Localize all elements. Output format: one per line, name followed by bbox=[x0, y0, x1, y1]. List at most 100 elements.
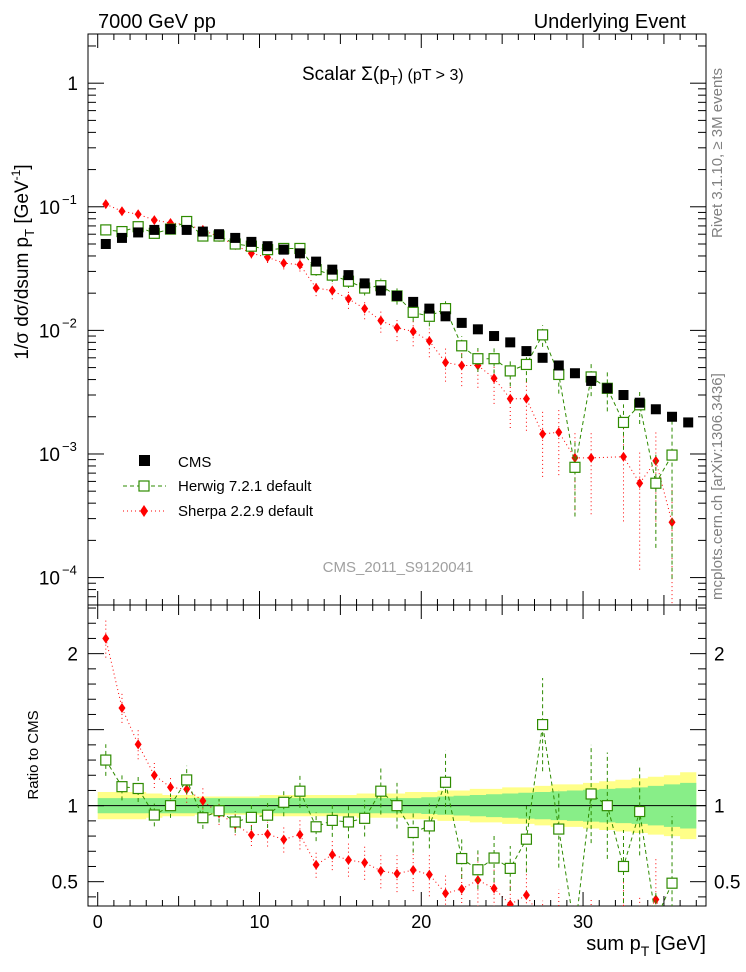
herwig-point-main-25 bbox=[504, 365, 516, 377]
herwig-point-main-34 bbox=[650, 477, 662, 489]
sherpa-point-main-3 bbox=[150, 215, 158, 226]
cms-point-31 bbox=[602, 383, 613, 394]
herwig-point-main-27 bbox=[537, 329, 549, 341]
herwig-point-ratio-1 bbox=[116, 781, 128, 793]
herwig-point-ratio-22 bbox=[456, 852, 468, 865]
herwig-point-ratio-35 bbox=[666, 877, 678, 889]
y-tick-label-main-4: 10 bbox=[39, 569, 60, 590]
herwig-point-main-22 bbox=[456, 340, 468, 352]
herwig-point-ratio-33 bbox=[634, 805, 646, 818]
sherpa-point-main-12 bbox=[296, 259, 304, 270]
sherpa-point-main-1 bbox=[118, 206, 126, 217]
y-tick-label-ratio-left-1: 1 bbox=[67, 797, 78, 818]
herwig-point-main-32 bbox=[617, 416, 630, 429]
y-tick-label-main-1: 10 bbox=[39, 198, 60, 219]
herwig-point-ratio-3 bbox=[148, 809, 160, 821]
y-tick-label-main-2: 10 bbox=[39, 321, 60, 342]
cms-point-7 bbox=[214, 229, 225, 240]
legend-label-cms: CMS bbox=[178, 454, 211, 471]
herwig-point-ratio-34 bbox=[651, 914, 661, 924]
sherpa-point-ratio-1 bbox=[118, 702, 126, 713]
cms-point-10 bbox=[262, 241, 273, 252]
y-tick-label-main-0: 1 bbox=[67, 74, 78, 95]
sherpa-point-main-13 bbox=[312, 283, 320, 294]
herwig-point-ratio-20 bbox=[423, 820, 435, 832]
herwig-point-ratio-18 bbox=[391, 800, 403, 812]
sherpa-point-main-15 bbox=[344, 293, 352, 304]
sherpa-point-ratio-27 bbox=[539, 916, 546, 926]
herwig-point-ratio-6 bbox=[197, 812, 209, 824]
herwig-point-ratio-31 bbox=[601, 800, 613, 812]
sherpa-point-ratio-5 bbox=[183, 784, 191, 795]
herwig-point-ratio-15 bbox=[342, 816, 355, 828]
y-tick-label-ratio-left-2: 2 bbox=[67, 645, 78, 666]
sherpa-point-ratio-12 bbox=[296, 829, 304, 840]
y-axis-label-main: 1/σ dσ/dsum p bbox=[12, 237, 33, 360]
herwig-point-ratio-13 bbox=[310, 821, 322, 833]
sherpa-point-main-30 bbox=[587, 452, 595, 463]
cms-point-23 bbox=[472, 324, 483, 335]
legend-label-herwig: Herwig 7.2.1 default bbox=[178, 478, 312, 495]
cms-point-24 bbox=[489, 331, 500, 342]
sherpa-point-ratio-32 bbox=[636, 919, 643, 929]
y-axis-label-unit-sup: -1 bbox=[9, 169, 23, 180]
herwig-point-main-28 bbox=[553, 368, 565, 381]
x-tick-label-0: 0 bbox=[93, 912, 103, 932]
herwig-point-ratio-7 bbox=[213, 805, 225, 817]
x-axis-label-sub: T bbox=[641, 943, 650, 959]
sherpa-line-main bbox=[105, 203, 673, 523]
cms-point-13 bbox=[311, 256, 322, 267]
x-tick-label-2: 20 bbox=[411, 912, 431, 932]
herwig-point-main-0 bbox=[100, 224, 112, 236]
x-axis-label: sum pT [GeV] bbox=[586, 933, 706, 959]
sherpa-point-main-26 bbox=[522, 393, 530, 404]
x-axis-label-unit: [GeV] bbox=[649, 933, 706, 955]
cms-point-4 bbox=[165, 224, 176, 235]
cms-point-19 bbox=[408, 296, 419, 307]
herwig-point-ratio-12 bbox=[294, 785, 306, 797]
cms-point-6 bbox=[197, 226, 208, 237]
cms-point-14 bbox=[327, 264, 338, 275]
herwig-point-ratio-25 bbox=[504, 862, 516, 874]
y-tick-label-base-3: 10 bbox=[39, 445, 60, 466]
herwig-point-ratio-11 bbox=[278, 796, 290, 808]
sherpa-point-main-17 bbox=[377, 315, 385, 326]
sherpa-point-main-31 bbox=[619, 451, 627, 462]
cms-point-32 bbox=[618, 390, 629, 401]
sherpa-point-ratio-17 bbox=[377, 865, 385, 876]
sherpa-point-ratio-2 bbox=[134, 739, 142, 750]
sherpa-point-ratio-22 bbox=[458, 883, 466, 894]
cms-point-17 bbox=[375, 285, 386, 296]
cms-point-29 bbox=[569, 368, 580, 379]
herwig-point-ratio-30 bbox=[585, 788, 597, 800]
herwig-line-main bbox=[105, 220, 673, 485]
herwig-point-ratio-32 bbox=[617, 860, 630, 873]
sherpa-point-ratio-11 bbox=[280, 834, 288, 845]
sherpa-point-main-11 bbox=[280, 258, 288, 269]
cms-point-15 bbox=[343, 270, 354, 281]
cms-point-28 bbox=[553, 360, 564, 371]
cms-point-2 bbox=[133, 227, 144, 238]
herwig-line-ratio bbox=[105, 724, 673, 906]
cms-point-12 bbox=[294, 248, 305, 259]
sherpa-point-main-14 bbox=[328, 285, 336, 296]
x-tick-label-1: 10 bbox=[249, 912, 269, 932]
y-tick-label-base-4: 10 bbox=[39, 569, 60, 590]
chart-title-tail: ) (pT > 3) bbox=[398, 67, 464, 84]
sherpa-point-ratio-26 bbox=[522, 890, 530, 901]
cms-point-34 bbox=[650, 404, 661, 415]
sherpa-point-main-28 bbox=[555, 427, 563, 438]
cms-point-5 bbox=[181, 224, 192, 235]
sherpa-point-ratio-18 bbox=[393, 868, 401, 879]
chart-title-main: Scalar Σ(p bbox=[302, 64, 390, 85]
sherpa-point-ratio-20 bbox=[425, 869, 433, 880]
cms-point-18 bbox=[392, 290, 402, 301]
header-process: Underlying Event bbox=[534, 11, 687, 33]
sherpa-point-ratio-19 bbox=[409, 865, 417, 876]
y-tick-label-exp-3: −3 bbox=[62, 439, 77, 454]
cms-point-3 bbox=[149, 224, 160, 235]
herwig-point-ratio-5 bbox=[181, 774, 193, 786]
cms-point-1 bbox=[116, 232, 127, 243]
sherpa-point-ratio-21 bbox=[442, 888, 450, 899]
